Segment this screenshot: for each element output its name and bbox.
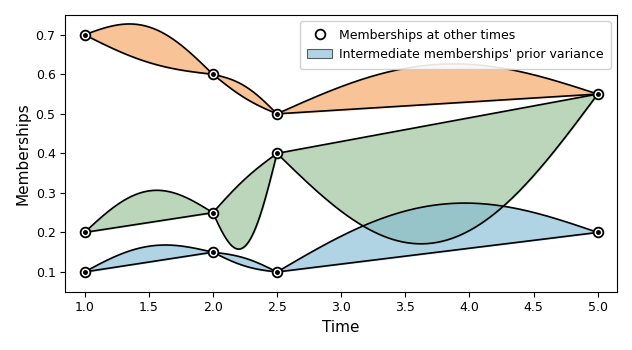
- Legend: Memberships at other times, Intermediate memberships' prior variance: Memberships at other times, Intermediate…: [300, 21, 611, 69]
- X-axis label: Time: Time: [322, 320, 360, 335]
- Y-axis label: Memberships: Memberships: [15, 102, 30, 205]
